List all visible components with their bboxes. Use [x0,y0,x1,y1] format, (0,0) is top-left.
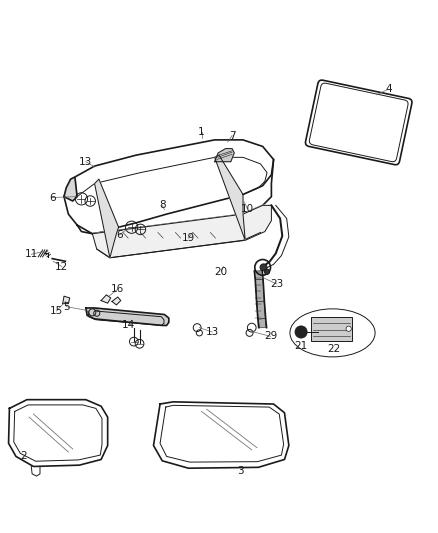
Text: 2: 2 [20,451,27,462]
Text: 11: 11 [25,249,38,259]
Polygon shape [9,400,108,466]
Text: 6: 6 [116,230,123,240]
Text: 6: 6 [49,192,56,203]
Polygon shape [254,270,263,280]
Polygon shape [63,296,70,304]
Text: 7: 7 [229,131,235,141]
Text: 13: 13 [205,327,219,337]
Polygon shape [95,179,119,258]
FancyBboxPatch shape [305,80,412,165]
Circle shape [295,326,307,338]
Circle shape [260,264,267,271]
Circle shape [346,326,351,332]
Polygon shape [153,402,289,468]
Polygon shape [86,308,169,326]
Text: 29: 29 [264,332,277,341]
FancyBboxPatch shape [309,83,408,161]
Circle shape [265,269,270,274]
Polygon shape [92,205,272,258]
Text: 13: 13 [79,157,92,167]
Polygon shape [255,279,264,302]
Polygon shape [257,301,265,319]
Polygon shape [101,295,111,303]
Polygon shape [258,319,266,328]
Text: 20: 20 [215,266,228,277]
Text: 23: 23 [270,279,283,289]
Ellipse shape [290,309,375,357]
Text: 21: 21 [294,341,308,351]
Polygon shape [215,149,234,161]
Bar [311,317,352,341]
Text: 4: 4 [385,84,392,94]
Polygon shape [215,155,245,240]
Text: 1: 1 [198,127,205,137]
Text: 5: 5 [63,302,70,312]
Text: 8: 8 [159,200,166,211]
Text: 19: 19 [182,233,195,243]
Polygon shape [64,140,274,234]
Polygon shape [64,177,77,201]
Text: 22: 22 [327,344,340,353]
Text: 15: 15 [50,306,63,316]
Text: 3: 3 [237,466,244,476]
Polygon shape [112,297,121,305]
Text: 12: 12 [55,262,68,271]
Text: 16: 16 [111,284,124,294]
Text: 14: 14 [122,320,135,330]
Text: 10: 10 [241,204,254,214]
